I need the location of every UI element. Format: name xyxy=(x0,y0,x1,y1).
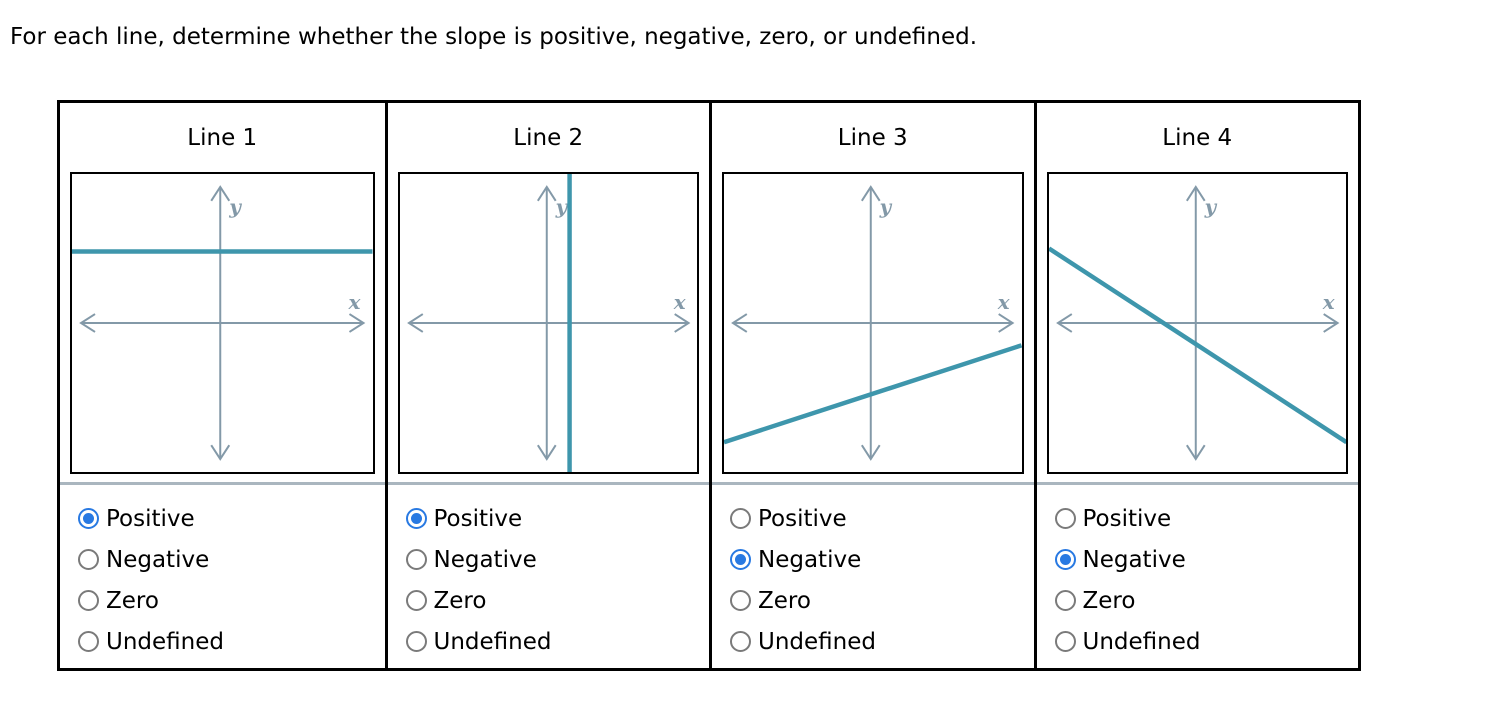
radio-option-zero[interactable]: Zero xyxy=(405,584,710,617)
radio-option-positive[interactable]: Positive xyxy=(730,502,1034,535)
y-axis-label: y xyxy=(554,195,568,219)
panel-line-1: Line 1 y x Positive Negative xyxy=(60,103,385,668)
radio-button-icon[interactable] xyxy=(730,590,751,611)
panel-line-4: Line 4 y x Positive Negative xyxy=(1033,103,1359,668)
radio-button-icon[interactable] xyxy=(405,549,427,570)
arrow-right-icon xyxy=(348,313,366,333)
arrow-up-icon xyxy=(536,185,557,202)
radio-option-negative[interactable]: Negative xyxy=(405,543,710,576)
radio-option-positive[interactable]: Positive xyxy=(78,502,385,535)
radio-button-icon[interactable] xyxy=(1054,549,1076,570)
arrow-right-icon xyxy=(998,313,1015,333)
panel-title: Line 1 xyxy=(187,124,258,151)
panel-line-3: Line 3 y x Positive Negative xyxy=(709,103,1034,668)
panel-line-2: Line 2 y x Positive Negative xyxy=(384,103,710,668)
panel-title: Line 2 xyxy=(513,124,584,151)
graph-line-1: y x xyxy=(70,172,375,474)
panel-title: Line 3 xyxy=(837,124,908,151)
radio-button-icon[interactable] xyxy=(730,631,751,652)
radio-button-icon[interactable] xyxy=(405,590,427,611)
arrow-up-icon xyxy=(210,185,231,202)
row-separator xyxy=(1036,482,1358,485)
radio-option-zero[interactable]: Zero xyxy=(78,584,385,617)
answer-table: Line 1 y x Positive Negative xyxy=(57,100,1361,671)
graph-line-4: y x xyxy=(1046,172,1348,474)
arrow-down-icon xyxy=(536,444,557,461)
radio-button-icon[interactable] xyxy=(78,590,99,611)
radio-option-zero[interactable]: Zero xyxy=(1054,584,1359,617)
radio-button-icon[interactable] xyxy=(405,508,427,529)
y-axis-label: y xyxy=(879,195,893,219)
radio-button-icon[interactable] xyxy=(1054,508,1076,529)
arrow-down-icon xyxy=(210,444,231,461)
radio-option-negative[interactable]: Negative xyxy=(730,543,1034,576)
radio-option-zero[interactable]: Zero xyxy=(730,584,1034,617)
radio-option-undefined[interactable]: Undefined xyxy=(1054,625,1359,658)
row-separator xyxy=(712,482,1034,485)
row-separator xyxy=(387,482,709,485)
x-axis-label: x xyxy=(348,290,362,314)
radio-option-positive[interactable]: Positive xyxy=(1054,502,1359,535)
radio-button-icon[interactable] xyxy=(1054,631,1076,652)
radio-button-icon[interactable] xyxy=(405,631,427,652)
arrow-down-icon xyxy=(861,444,881,461)
graph-line-2: y x xyxy=(397,172,699,474)
arrow-left-icon xyxy=(406,313,423,333)
arrow-right-icon xyxy=(673,313,690,333)
radio-group-line-3: Positive Negative Zero Undefined xyxy=(712,485,1034,668)
radio-button-icon[interactable] xyxy=(730,549,751,570)
arrow-left-icon xyxy=(1055,313,1072,333)
plot-line xyxy=(1048,246,1346,445)
radio-button-icon[interactable] xyxy=(78,549,99,570)
row-separator xyxy=(60,482,385,485)
plot-line xyxy=(724,343,1022,445)
x-axis-label: x xyxy=(1321,290,1335,314)
x-axis-label: x xyxy=(672,290,686,314)
radio-option-undefined[interactable]: Undefined xyxy=(405,625,710,658)
arrow-down-icon xyxy=(1185,444,1206,461)
y-axis-label: y xyxy=(228,195,242,219)
graph-line-3: y x xyxy=(722,172,1024,474)
y-axis-label: y xyxy=(1203,195,1217,219)
graph-canvas: y x xyxy=(724,185,1022,461)
radio-option-negative[interactable]: Negative xyxy=(78,543,385,576)
arrow-left-icon xyxy=(731,313,748,333)
arrow-left-icon xyxy=(79,313,96,333)
arrow-right-icon xyxy=(1322,313,1339,333)
radio-group-line-4: Positive Negative Zero Undefined xyxy=(1037,485,1359,668)
radio-option-undefined[interactable]: Undefined xyxy=(78,625,385,658)
radio-group-line-1: Positive Negative Zero Undefined xyxy=(60,485,385,668)
question-prompt: For each line, determine whether the slo… xyxy=(10,24,978,50)
radio-button-icon[interactable] xyxy=(78,508,99,529)
radio-option-undefined[interactable]: Undefined xyxy=(730,625,1034,658)
radio-group-line-2: Positive Negative Zero Undefined xyxy=(388,485,710,668)
radio-button-icon[interactable] xyxy=(78,631,99,652)
radio-option-negative[interactable]: Negative xyxy=(1054,543,1359,576)
graph-canvas: y x xyxy=(1048,185,1346,461)
arrow-up-icon xyxy=(861,185,881,202)
x-axis-label: x xyxy=(997,290,1011,314)
arrow-up-icon xyxy=(1185,185,1206,202)
graph-canvas: y x xyxy=(406,174,690,472)
radio-button-icon[interactable] xyxy=(730,508,751,529)
panel-title: Line 4 xyxy=(1162,124,1233,151)
radio-button-icon[interactable] xyxy=(1054,590,1076,611)
graph-canvas: y x xyxy=(72,185,373,461)
radio-option-positive[interactable]: Positive xyxy=(405,502,710,535)
